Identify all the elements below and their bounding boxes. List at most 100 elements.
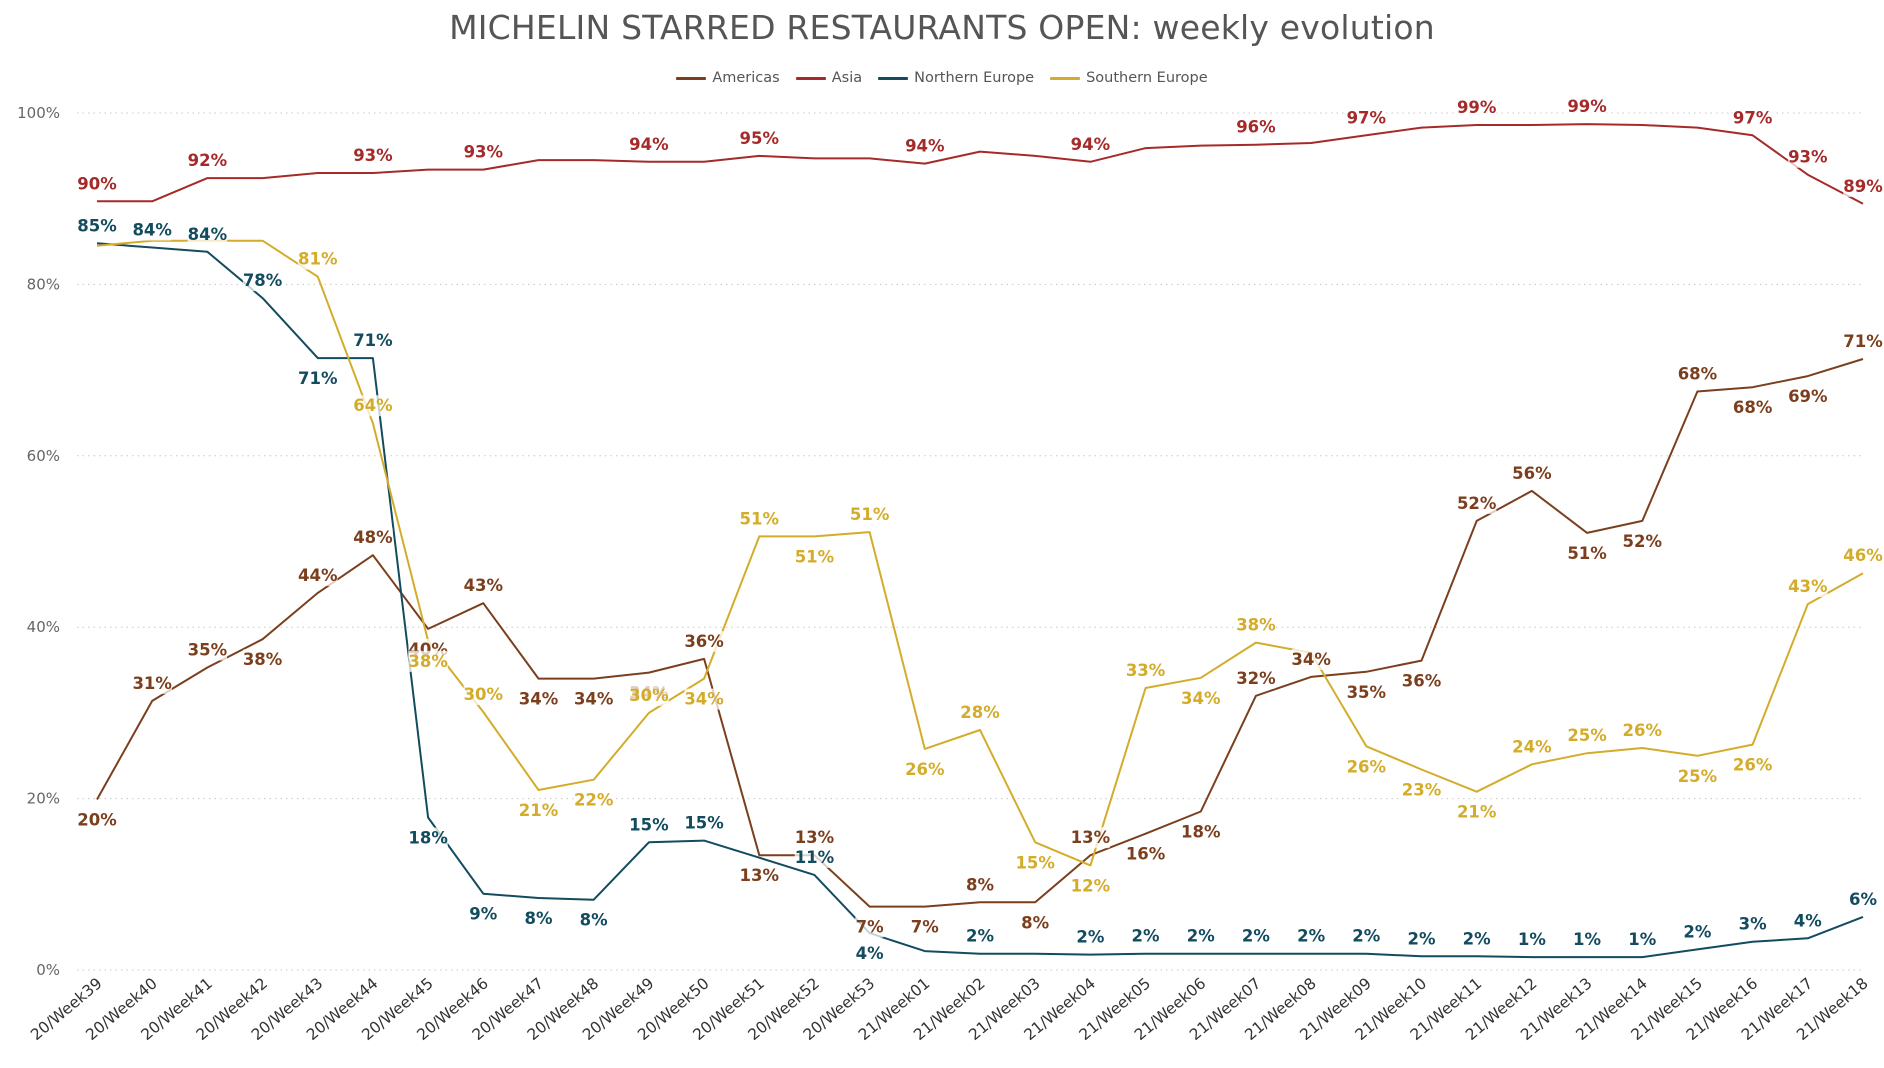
- data-label-bg: [1512, 462, 1552, 484]
- data-label-bg: [1070, 875, 1111, 897]
- data-label: 11%: [795, 848, 835, 867]
- data-label-bg: [463, 575, 504, 597]
- data-label-bg: [463, 684, 504, 706]
- data-label: 25%: [1567, 726, 1607, 745]
- data-label: 2%: [1297, 927, 1325, 946]
- legend-label: Americas: [712, 70, 780, 86]
- data-label: 52%: [1623, 532, 1663, 551]
- data-label-bg: [1456, 96, 1497, 118]
- data-label-bg: [1567, 96, 1607, 118]
- data-label-bg: [1131, 925, 1161, 947]
- data-label-bg: [1512, 736, 1552, 758]
- data-label-bg: [1125, 843, 1166, 865]
- data-label-bg: [1456, 801, 1497, 823]
- data-label-bg: [1848, 888, 1878, 910]
- series-line: [96, 358, 1864, 908]
- data-label: 43%: [464, 576, 504, 595]
- series-line: [96, 242, 1864, 959]
- legend-swatch: [878, 76, 909, 80]
- data-label: 51%: [1567, 544, 1607, 563]
- data-label: 3%: [1739, 915, 1767, 934]
- data-label: 8%: [524, 909, 552, 928]
- data-label: 48%: [353, 528, 393, 547]
- data-label-bg: [1236, 667, 1276, 689]
- data-label-bg: [1788, 146, 1828, 168]
- data-label: 68%: [1678, 365, 1718, 384]
- data-label: 92%: [188, 151, 228, 170]
- data-label: 1%: [1573, 930, 1601, 949]
- y-tick-label: 100%: [17, 104, 60, 122]
- data-label: 34%: [519, 690, 559, 709]
- data-label-bg: [1015, 852, 1055, 874]
- legend-item: Southern Europe: [1050, 70, 1208, 86]
- data-label: 2%: [1132, 927, 1160, 946]
- data-label: 93%: [464, 143, 504, 162]
- y-tick-label: 60%: [27, 447, 60, 465]
- data-label-bg: [849, 504, 890, 526]
- data-label: 8%: [1021, 913, 1049, 932]
- data-label-bg: [1567, 725, 1607, 747]
- data-label-bg: [1677, 363, 1718, 385]
- data-label: 99%: [1457, 98, 1497, 117]
- data-label-bg: [1462, 928, 1492, 950]
- data-label: 9%: [469, 905, 497, 924]
- legend-swatch: [676, 76, 707, 80]
- data-label-bg: [684, 630, 724, 652]
- legend-item: Northern Europe: [878, 70, 1034, 86]
- data-label-bg: [1075, 926, 1105, 948]
- data-label: 95%: [740, 129, 780, 148]
- data-label: 89%: [1843, 177, 1883, 196]
- data-label: 12%: [1071, 876, 1111, 895]
- data-label: 16%: [1126, 845, 1166, 864]
- data-label: 84%: [132, 221, 172, 240]
- data-label-bg: [629, 814, 669, 836]
- data-label: 26%: [1733, 756, 1773, 775]
- legend: Americas Asia Northern Europe Southern Euro…: [0, 70, 1884, 86]
- y-tick-label: 40%: [27, 618, 60, 636]
- data-label: 44%: [298, 566, 338, 585]
- data-label: 56%: [1512, 464, 1552, 483]
- data-label-bg: [965, 874, 995, 896]
- data-label-bg: [855, 943, 885, 965]
- data-label-bg: [1070, 133, 1111, 155]
- data-label-bg: [1788, 576, 1828, 598]
- data-label: 20%: [77, 810, 117, 829]
- y-tick-label: 0%: [36, 961, 60, 979]
- data-label: 30%: [629, 686, 669, 705]
- data-label: 6%: [1849, 890, 1877, 909]
- data-label: 38%: [1236, 616, 1276, 635]
- data-label-bg: [1241, 925, 1271, 947]
- data-label: 28%: [960, 703, 1000, 722]
- data-label-bg: [1401, 670, 1442, 692]
- data-label-bg: [1456, 492, 1497, 514]
- data-label: 35%: [1347, 683, 1387, 702]
- legend-item: Americas: [676, 70, 780, 86]
- data-label-bg: [1181, 821, 1221, 843]
- data-label-bg: [77, 809, 117, 831]
- data-label: 97%: [1733, 108, 1773, 127]
- data-label-bg: [855, 916, 885, 938]
- data-label: 7%: [856, 918, 884, 937]
- data-label-bg: [468, 903, 498, 925]
- data-label-bg: [1622, 720, 1662, 742]
- data-label: 7%: [911, 918, 939, 937]
- data-label: 13%: [795, 828, 835, 847]
- data-label-bg: [1843, 545, 1883, 567]
- data-label: 21%: [519, 801, 559, 820]
- data-label: 15%: [684, 814, 724, 833]
- data-label: 51%: [740, 509, 780, 528]
- y-tick-label: 20%: [27, 790, 60, 808]
- data-label-bg: [1346, 756, 1387, 778]
- data-label-bg: [794, 827, 835, 849]
- data-label-bg: [77, 173, 117, 195]
- data-label-bg: [408, 650, 448, 672]
- y-tick-label: 80%: [27, 275, 60, 293]
- data-label: 15%: [629, 815, 669, 834]
- data-label: 21%: [1457, 803, 1497, 822]
- data-label: 26%: [1347, 757, 1387, 776]
- data-label: 94%: [629, 135, 669, 154]
- data-label-bg: [1517, 929, 1547, 951]
- data-label-bg: [965, 925, 995, 947]
- data-label-bg: [579, 909, 609, 931]
